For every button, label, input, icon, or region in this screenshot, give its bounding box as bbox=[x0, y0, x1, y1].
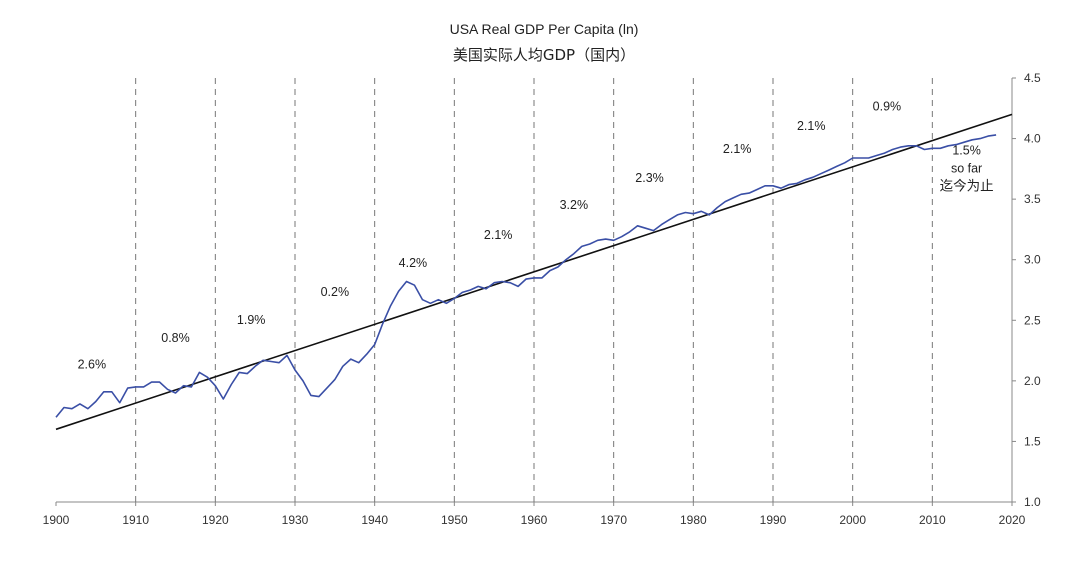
growth-label: so far bbox=[951, 161, 982, 175]
growth-label: 2.1% bbox=[484, 228, 513, 242]
x-tick-label: 1940 bbox=[361, 513, 388, 527]
x-tick-label: 1900 bbox=[43, 513, 70, 527]
decade-dividers bbox=[135, 78, 933, 502]
growth-label: 3.2% bbox=[560, 198, 589, 212]
x-tick-label: 1980 bbox=[680, 513, 707, 527]
y-tick-label: 3.0 bbox=[1024, 253, 1041, 267]
growth-label: 2.1% bbox=[797, 119, 826, 133]
y-tick-label: 2.0 bbox=[1024, 374, 1041, 388]
growth-label: 1.9% bbox=[237, 313, 266, 327]
chart-title: USA Real GDP Per Capita (ln) bbox=[450, 21, 639, 37]
x-tick-label: 1910 bbox=[122, 513, 149, 527]
x-tick-label: 1970 bbox=[600, 513, 627, 527]
x-tick-label: 1990 bbox=[760, 513, 787, 527]
y-axis-ticks: 1.0 1.5 2.0 2.5 3.0 3.5 4.0 4.5 bbox=[1012, 71, 1041, 509]
so-far-cn-label: 迄今为止 bbox=[940, 179, 994, 195]
growth-label: 0.8% bbox=[161, 331, 190, 345]
x-tick-label: 2010 bbox=[919, 513, 946, 527]
x-tick-label: 2020 bbox=[999, 513, 1026, 527]
growth-label: 1.5% bbox=[952, 143, 981, 157]
x-tick-label: 1930 bbox=[282, 513, 309, 527]
growth-annotations: 2.6% 0.8% 1.9% 0.2% 4.2% 2.1% 3.2% 2.3% 2.1% 2.1%… bbox=[78, 100, 994, 372]
trend-line bbox=[55, 113, 1013, 431]
y-tick-label: 2.5 bbox=[1024, 313, 1041, 327]
growth-label: 0.9% bbox=[873, 100, 902, 114]
growth-label: 2.1% bbox=[723, 142, 752, 156]
x-tick-label: 2000 bbox=[839, 513, 866, 527]
x-tick-label: 1920 bbox=[202, 513, 229, 527]
y-tick-label: 3.5 bbox=[1024, 192, 1041, 206]
growth-label: 0.2% bbox=[321, 285, 350, 299]
chart-subtitle: 美国实际人均GDP（国内） bbox=[453, 46, 635, 64]
y-tick-label: 1.5 bbox=[1024, 434, 1041, 448]
y-tick-label: 4.0 bbox=[1024, 132, 1041, 146]
x-tick-label: 1960 bbox=[521, 513, 548, 527]
x-tick-label: 1950 bbox=[441, 513, 468, 527]
x-axis-ticks: 1900 1910 1920 1930 1940 1950 1960 1970 1980 1990… bbox=[43, 502, 1026, 527]
y-tick-label: 4.5 bbox=[1024, 71, 1041, 85]
growth-label: 2.3% bbox=[635, 171, 664, 185]
series-line-gdp bbox=[55, 134, 997, 418]
y-tick-label: 1.0 bbox=[1024, 495, 1041, 509]
growth-label: 2.6% bbox=[78, 358, 107, 372]
growth-label: 4.2% bbox=[399, 256, 428, 270]
